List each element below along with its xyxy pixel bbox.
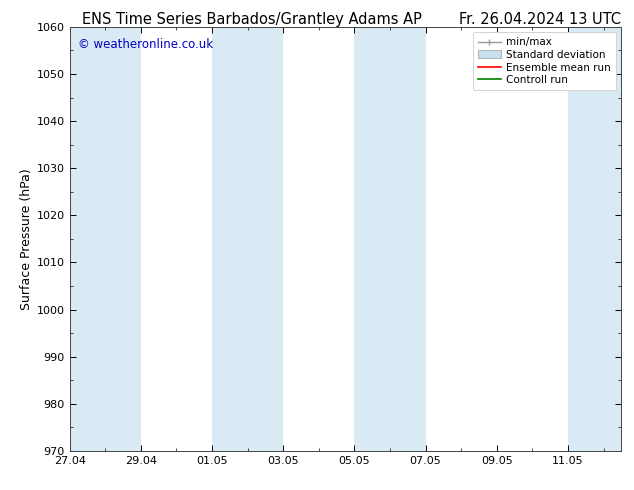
Text: © weatheronline.co.uk: © weatheronline.co.uk bbox=[78, 38, 213, 50]
Text: Fr. 26.04.2024 13 UTC: Fr. 26.04.2024 13 UTC bbox=[459, 12, 621, 27]
Legend: min/max, Standard deviation, Ensemble mean run, Controll run: min/max, Standard deviation, Ensemble me… bbox=[473, 32, 616, 90]
Y-axis label: Surface Pressure (hPa): Surface Pressure (hPa) bbox=[20, 168, 32, 310]
Text: ENS Time Series Barbados/Grantley Adams AP: ENS Time Series Barbados/Grantley Adams … bbox=[82, 12, 422, 27]
Bar bbox=[568, 27, 621, 451]
Bar bbox=[212, 27, 283, 451]
Bar bbox=[70, 27, 141, 451]
Bar bbox=[354, 27, 425, 451]
